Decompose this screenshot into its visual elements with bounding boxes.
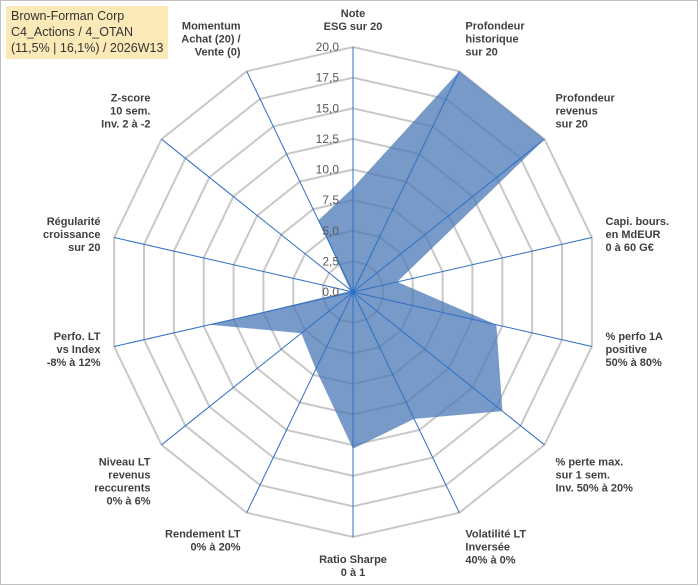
title-line-3: (11,5% | 16,1%) / 2026W13: [11, 41, 164, 55]
chart-title-box: Brown-Forman Corp C4_Actions / 4_OTAN (1…: [6, 6, 169, 59]
tick-label: 17,5: [316, 71, 340, 85]
tick-label: 15,0: [316, 101, 340, 115]
axis-label-line: ESG sur 20: [324, 21, 383, 33]
axis-label: % perte max. sur 1 sem. Inv. 50% à 20%: [556, 457, 634, 495]
axis-label-line: Inv. 50% à 20%: [556, 483, 634, 495]
tick-label: 2,5: [322, 254, 339, 268]
tick-label: 20,0: [316, 40, 340, 54]
tick-label: 7,5: [322, 193, 339, 207]
axis-label: Rendement LT 0% à 20%: [165, 528, 241, 553]
axis-label-line: 0 à 1: [341, 567, 365, 579]
spoke-line: [246, 71, 354, 293]
axis-label-line: 0 à 60 G€: [606, 242, 654, 254]
axis-label-line: Ratio Sharpe: [319, 554, 387, 566]
axis-label: Volatilité LT Inversée 40% à 0%: [465, 528, 526, 566]
tick-label: 10,0: [316, 163, 340, 177]
axis-label-line: Inversée: [465, 541, 510, 553]
title-line-2: C4_Actions / 4_OTAN: [11, 25, 134, 39]
axis-label-line: reccurents: [94, 483, 150, 495]
axis-label-line: Régularité: [47, 216, 101, 228]
spoke-line: [352, 237, 593, 293]
spoke-line: [246, 291, 354, 513]
axis-label-line: Rendement LT: [165, 528, 241, 540]
spoke-line: [161, 138, 354, 293]
axis-label: Capi. bours. en MdEUR 0 à 60 G€: [606, 216, 670, 254]
spoke-line: [113, 291, 354, 347]
axis-label-line: 50% à 80%: [606, 357, 662, 369]
axis-label-line: sur 20: [68, 242, 100, 254]
axis-label-line: sur 1 sem.: [556, 470, 610, 482]
tick-label: 5,0: [322, 224, 339, 238]
axis-label: Perfo. LT vs Index -8% à 12%: [47, 331, 102, 369]
axis-label-line: positive: [606, 344, 648, 356]
axis-label: Profondeur historique sur 20: [465, 21, 525, 59]
axis-label: Ratio Sharpe 0 à 1: [319, 554, 387, 579]
axis-label-line: Niveau LT: [99, 457, 151, 469]
axis-label-line: Profondeur: [465, 21, 525, 33]
axis-label-line: en MdEUR: [606, 229, 661, 241]
axis-label: Profondeur revenus sur 20: [556, 93, 616, 131]
axis-label-line: Momentum: [182, 21, 241, 33]
axis-label: Niveau LT revenus reccurents 0% à 6%: [94, 457, 151, 508]
axis-label-line: Z-score: [111, 93, 151, 105]
tick-label: 12,5: [316, 132, 340, 146]
axis-label-line: -8% à 12%: [47, 357, 101, 369]
axis-label: Z-score 10 sem. Inv. 2 à -2: [101, 93, 150, 131]
series-area: [209, 71, 545, 449]
axis-label-line: 0% à 20%: [190, 541, 240, 553]
axis-label-line: 40% à 0%: [465, 554, 515, 566]
axis-label: Régularité croissance sur 20: [43, 216, 100, 254]
axis-label-line: sur 20: [465, 47, 497, 59]
spoke-line: [352, 291, 460, 513]
axis-label-line: % perte max.: [556, 457, 624, 469]
axis-label-line: revenus: [108, 470, 150, 482]
spoke-line: [113, 237, 354, 293]
axis-label: Momentum Achat (20) / Vente (0): [181, 21, 241, 59]
spoke-line: [352, 71, 460, 293]
axis-label: Note ESG sur 20: [324, 8, 383, 33]
axis-label-line: vs Index: [56, 344, 101, 356]
axis-label-line: Achat (20) /: [181, 34, 240, 46]
axis-label-line: Note: [341, 8, 365, 20]
axis-label-line: Capi. bours.: [606, 216, 670, 228]
axis-label-line: 0% à 6%: [106, 496, 150, 508]
axis-label-line: Vente (0): [195, 47, 241, 59]
axis-label-line: sur 20: [556, 119, 588, 131]
tick-label: 0,0: [322, 285, 339, 299]
spoke-line: [352, 291, 593, 347]
axis-label-line: Profondeur: [556, 93, 616, 105]
axis-label-line: croissance: [43, 229, 100, 241]
spoke-line: [352, 291, 545, 446]
title-line-1: Brown-Forman Corp: [11, 9, 125, 23]
spoke-line: [161, 291, 354, 446]
axis-label-line: 10 sem.: [110, 106, 150, 118]
spoke-line: [352, 138, 545, 293]
axis-label: % perfo 1A positive 50% à 80%: [606, 331, 664, 369]
axis-label-line: Volatilité LT: [465, 528, 526, 540]
axis-label-line: Inv. 2 à -2: [101, 119, 150, 131]
axis-label-line: Perfo. LT: [54, 331, 101, 343]
axis-label-line: % perfo 1A: [606, 331, 664, 343]
axis-label-line: historique: [465, 34, 518, 46]
axis-label-line: revenus: [556, 106, 598, 118]
